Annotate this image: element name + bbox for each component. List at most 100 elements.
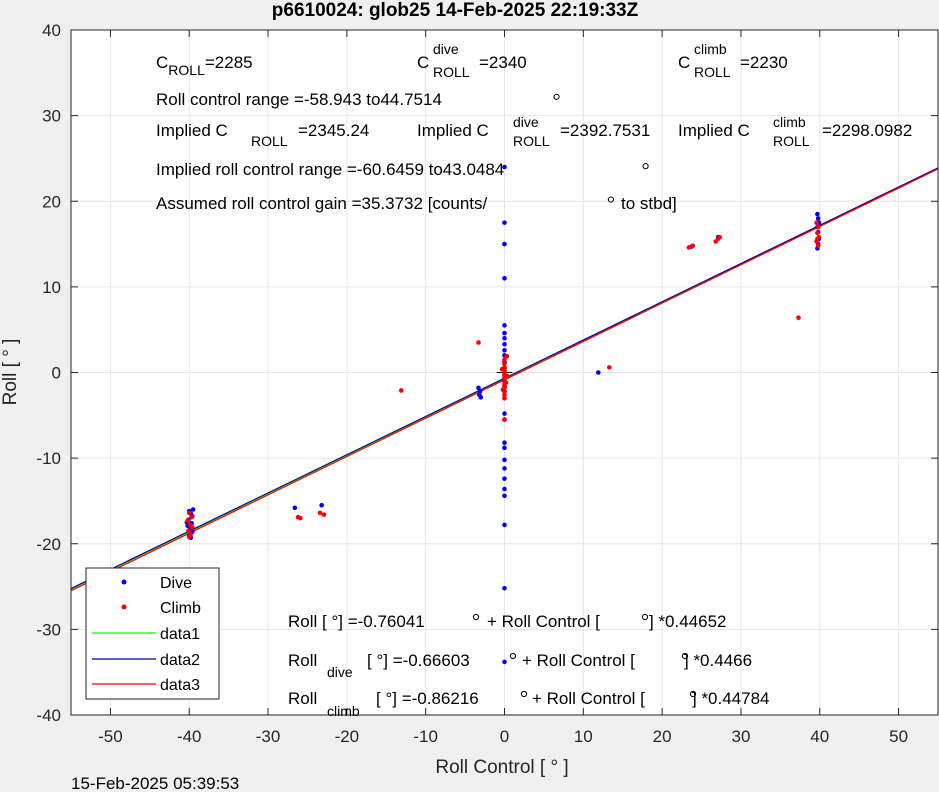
c-roll-dive-base: C bbox=[417, 53, 429, 72]
dive-point bbox=[476, 385, 481, 391]
annotation-c-roll: CROLL=2285 bbox=[156, 53, 253, 78]
x-tick-label: 30 bbox=[731, 727, 750, 746]
fit-all-a: Roll [ °] =-0.76041 bbox=[288, 612, 425, 631]
legend-data3-label: data3 bbox=[160, 677, 200, 694]
climb-point bbox=[317, 510, 323, 516]
climb-point bbox=[814, 220, 819, 225]
climb-point bbox=[190, 525, 195, 530]
dive-point bbox=[595, 370, 601, 375]
climb-point bbox=[686, 245, 692, 250]
annotation-roll-control-range: Roll control range =-58.943 to44.7514 bbox=[156, 90, 442, 109]
dive-point bbox=[292, 505, 298, 511]
climb-point bbox=[815, 224, 821, 230]
legend-climb-marker bbox=[121, 604, 127, 610]
y-tick-label: -40 bbox=[36, 706, 61, 725]
climb-point bbox=[815, 236, 820, 242]
degree-marker bbox=[607, 196, 615, 203]
dive-point bbox=[815, 211, 820, 217]
fit-climb-d: ] *0.44784 bbox=[692, 689, 770, 708]
y-tick-label: -30 bbox=[36, 620, 61, 639]
degree-marker bbox=[642, 163, 649, 170]
legend-climb-label: Climb bbox=[160, 600, 201, 617]
degree-markers bbox=[472, 93, 697, 698]
implied-c-roll-prefix: Implied C bbox=[156, 121, 228, 140]
dive-point bbox=[502, 220, 507, 225]
fit-climb-c: + Roll Control [ bbox=[532, 689, 645, 708]
dive-point bbox=[502, 659, 507, 665]
y-tick-label: 0 bbox=[52, 364, 61, 383]
dive-point bbox=[502, 341, 507, 347]
c-roll-dive-sub: ROLL bbox=[433, 64, 470, 80]
x-tick-label: -50 bbox=[98, 727, 123, 746]
x-tick-label: -10 bbox=[413, 727, 438, 746]
fit-dive-d: ] *0.4466 bbox=[684, 651, 752, 670]
dive-point bbox=[502, 445, 507, 451]
dive-point bbox=[502, 323, 507, 328]
data-points bbox=[184, 164, 822, 665]
degree-symbol bbox=[520, 690, 528, 698]
dive-point bbox=[502, 411, 507, 416]
dive-point bbox=[319, 502, 324, 508]
c-roll-sub: ROLL bbox=[168, 62, 205, 78]
fit-all-b: + Roll Control [ bbox=[487, 612, 600, 631]
legend-dive-marker bbox=[121, 579, 127, 585]
climb-point bbox=[502, 357, 507, 362]
climb-point bbox=[298, 515, 303, 521]
dive-point bbox=[502, 522, 507, 528]
implied-c-roll-climb-sup: climb bbox=[773, 114, 806, 130]
y-tick-label: 10 bbox=[42, 278, 61, 297]
dive-point bbox=[478, 395, 484, 400]
degree-symbol bbox=[641, 613, 649, 621]
annotation-implied-range: Implied roll control range =-60.6459 to4… bbox=[156, 160, 504, 179]
dive-point bbox=[502, 466, 507, 471]
climb-point bbox=[504, 373, 510, 379]
fit-dive-sub: dive bbox=[327, 664, 353, 680]
climb-point bbox=[717, 234, 722, 240]
annotation-c-roll-dive: C bbox=[417, 53, 429, 72]
fit-all-c: ] *0.44652 bbox=[649, 612, 727, 631]
legend-dive-label: Dive bbox=[160, 575, 192, 592]
annotation-gain: Assumed roll control gain =35.3732 [coun… bbox=[156, 194, 488, 213]
dive-point bbox=[502, 440, 507, 446]
x-axis-label: Roll Control [ ° ] bbox=[435, 757, 568, 778]
y-axis-label: Roll [ ° ] bbox=[0, 339, 21, 406]
climb-point bbox=[186, 534, 192, 540]
x-tick-label: -30 bbox=[256, 727, 281, 746]
chart-title: p6610024: glob25 14-Feb-2025 22:19:33Z bbox=[272, 0, 639, 21]
climb-point bbox=[321, 512, 327, 517]
dive-point bbox=[815, 216, 821, 221]
implied-c-roll-dive-sub: ROLL bbox=[513, 133, 550, 149]
x-tick-label: 20 bbox=[653, 727, 672, 746]
x-tick-label: 0 bbox=[500, 727, 509, 746]
degree-symbol bbox=[689, 690, 697, 698]
legend-data1-label: data1 bbox=[160, 626, 200, 643]
c-roll-climb-base: C bbox=[678, 53, 690, 72]
implied-c-roll-dive-prefix: Implied C bbox=[417, 121, 489, 140]
climb-point bbox=[476, 340, 481, 345]
x-tick-label: -40 bbox=[177, 727, 202, 746]
dive-point bbox=[477, 389, 483, 394]
implied-c-roll-climb-value: =2298.0982 bbox=[822, 121, 912, 140]
fit-climb-a: Roll bbox=[288, 689, 317, 708]
climb-point bbox=[815, 243, 821, 249]
climb-point bbox=[502, 395, 507, 401]
dive-point bbox=[502, 585, 507, 591]
climb-point bbox=[607, 365, 612, 370]
degree-symbol bbox=[509, 652, 517, 660]
fit-dive-c: + Roll Control [ bbox=[522, 651, 635, 670]
climb-point bbox=[186, 510, 192, 516]
implied-c-roll-sub: ROLL bbox=[251, 133, 288, 149]
fit-dive-b: [ °] =-0.66603 bbox=[367, 651, 470, 670]
climb-point bbox=[186, 528, 191, 534]
c-roll-dive-value: =2340 bbox=[479, 53, 527, 72]
climb-point bbox=[503, 380, 509, 386]
climb-point bbox=[189, 514, 194, 520]
climb-point bbox=[815, 230, 820, 236]
timestamp: 15-Feb-2025 05:39:53 bbox=[71, 774, 239, 792]
dive-point bbox=[502, 347, 507, 353]
y-tick-label: 30 bbox=[42, 107, 61, 126]
implied-c-roll-climb-prefix: Implied C bbox=[678, 121, 750, 140]
c-roll-dive-sup: dive bbox=[433, 41, 459, 57]
legend-data2-label: data2 bbox=[160, 652, 200, 669]
